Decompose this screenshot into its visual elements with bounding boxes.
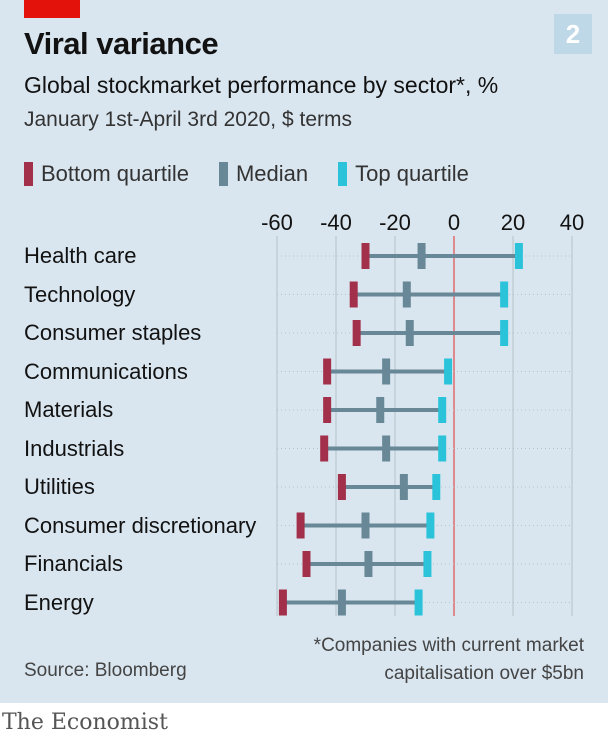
chart-panel: [0, 0, 608, 703]
bottom-quartile-marker: [320, 435, 329, 462]
top-quartile-marker: [444, 358, 453, 385]
median-marker: [376, 397, 385, 423]
median-marker: [382, 358, 391, 385]
category-label: Consumer discretionary: [24, 512, 257, 538]
top-quartile-marker: [426, 512, 435, 539]
category-label: Materials: [24, 397, 114, 422]
top-quartile-marker: [432, 474, 441, 500]
legend-label-bottom: Bottom quartile: [41, 161, 189, 186]
bottom-quartile-marker: [337, 474, 346, 500]
category-label: Utilities: [24, 474, 95, 499]
category-label: Health care: [24, 243, 137, 268]
legend-item-bottom-quartile: Bottom quartile: [24, 161, 189, 187]
median-marker: [364, 551, 373, 577]
category-label: Technology: [24, 281, 136, 307]
median-marker: [382, 435, 391, 462]
median-marker: [361, 512, 370, 539]
x-tick-label: -60: [261, 210, 293, 235]
footnote-line-1: *Companies with current market: [313, 635, 584, 656]
x-tick-label: 40: [560, 210, 584, 235]
bottom-quartile-marker: [323, 397, 332, 423]
bottom-quartile-marker: [361, 243, 370, 269]
top-quartile-marker: [438, 435, 447, 462]
top-quartile-marker: [414, 589, 423, 616]
median-marker: [417, 243, 426, 269]
bottom-quartile-marker: [323, 358, 332, 385]
category-label: Financials: [24, 551, 124, 576]
source-note: Source: Bloomberg: [24, 660, 187, 681]
x-tick-label: 0: [448, 210, 460, 235]
median-marker: [402, 281, 411, 308]
bottom-quartile-marker: [302, 551, 311, 577]
median-marker: [405, 320, 414, 346]
top-quartile-marker: [500, 281, 509, 308]
brand-wordmark: The Economist: [2, 710, 168, 735]
bottom-quartile-marker: [278, 589, 287, 616]
category-label: Consumer staples: [24, 320, 202, 345]
top-quartile-marker: [423, 551, 432, 577]
chart-number-badge: 2: [554, 14, 592, 54]
chart-title: Viral variance: [24, 26, 219, 61]
legend-item-top-quartile: Top quartile: [338, 161, 469, 187]
median-marker: [399, 474, 408, 500]
bottom-quartile-marker: [296, 512, 305, 539]
footnote-line-2: capitalisation over $5bn: [384, 663, 584, 684]
range-chart: -60 -40 -20 0 20 40: [261, 210, 584, 616]
top-quartile-marker: [438, 397, 447, 423]
x-tick-label: 20: [501, 210, 525, 235]
top-quartile-marker: [514, 243, 523, 269]
chart-subtitle: Global stockmarket performance by sector…: [24, 72, 499, 98]
category-label: Industrials: [24, 435, 125, 461]
category-label: Communications: [24, 358, 188, 384]
bottom-quartile-marker: [352, 320, 361, 346]
legend-swatch-bottom: [24, 162, 33, 186]
legend-item-median: Median: [218, 161, 309, 187]
chart-legend: Bottom quartile Median Top quartile: [24, 160, 499, 188]
footnote: *Companies with current market capitalis…: [314, 632, 584, 688]
legend-label-top: Top quartile: [355, 161, 469, 186]
top-quartile-marker: [500, 320, 509, 346]
bottom-quartile-marker: [349, 281, 358, 308]
x-tick-label: -20: [379, 210, 411, 235]
legend-swatch-median: [218, 162, 228, 186]
x-tick-label: -40: [320, 210, 352, 235]
chart-date-range: January 1st-April 3rd 2020, $ terms: [24, 108, 352, 131]
category-label: Energy: [24, 589, 94, 615]
legend-swatch-top: [338, 162, 348, 186]
median-marker: [337, 589, 346, 616]
legend-label-median: Median: [235, 161, 309, 186]
brand-red-tag: [24, 0, 80, 18]
